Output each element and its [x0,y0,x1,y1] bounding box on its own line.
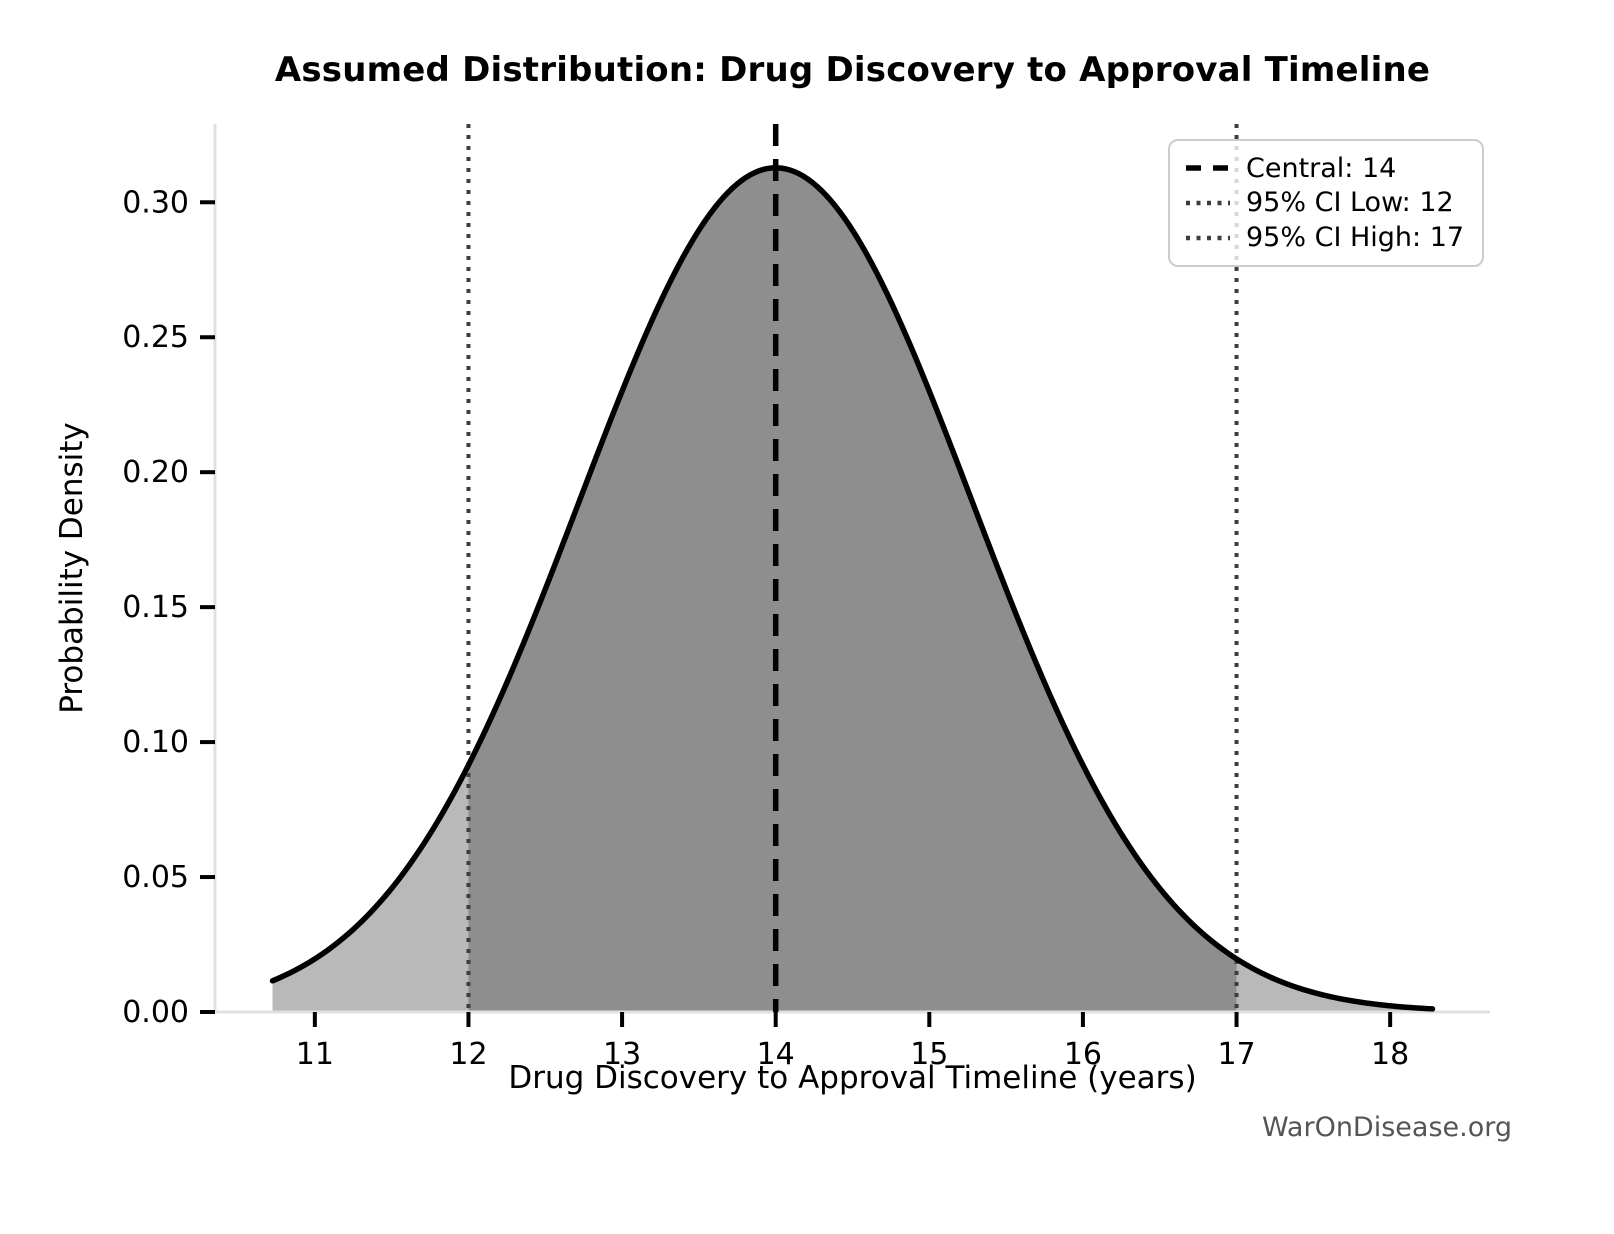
y-tick-label: 0.10 [122,725,189,760]
legend-label-ci-low: 95% CI Low: 12 [1246,187,1454,219]
density-curve [269,165,1436,1012]
legend-item-ci-high: 95% CI High: 17 [1184,222,1464,253]
x-tick-label: 17 [1217,1037,1255,1072]
y-tick-label: 0.20 [122,455,189,490]
y-tick-label: 0.05 [122,860,189,895]
dotted-line-sample [1186,200,1230,206]
legend-item-central: Central: 14 [1184,153,1464,184]
x-axis-label: Drug Discovery to Approval Timeline (yea… [508,1060,1197,1096]
x-tick-label: 13 [603,1037,641,1072]
x-tick-label: 14 [757,1037,795,1072]
watermark: WarOnDisease.org [1261,1112,1512,1143]
y-tick-label: 0.30 [122,185,189,220]
legend-label-central: Central: 14 [1246,152,1397,184]
legend-label-ci-high: 95% CI High: 17 [1246,222,1465,254]
dashed-line-sample [1186,165,1230,172]
legend-item-ci-low: 95% CI Low: 12 [1184,187,1464,218]
y-tick-label: 0.00 [122,995,189,1030]
y-tick-label: 0.25 [122,320,189,355]
dotted-line-sample [1186,235,1230,240]
x-tick-label: 15 [910,1037,948,1072]
legend: Central: 14 95% CI Low: 12 95% CI High: … [1168,139,1485,267]
x-tick-label: 12 [449,1037,487,1072]
chart-title: Assumed Distribution: Drug Discovery to … [274,50,1431,90]
y-tick-label: 0.15 [122,590,189,625]
x-tick-label: 11 [296,1037,334,1072]
density-fill-ci [468,167,1237,1013]
x-tick-label: 18 [1371,1037,1409,1072]
x-tick-label: 16 [1064,1037,1102,1072]
